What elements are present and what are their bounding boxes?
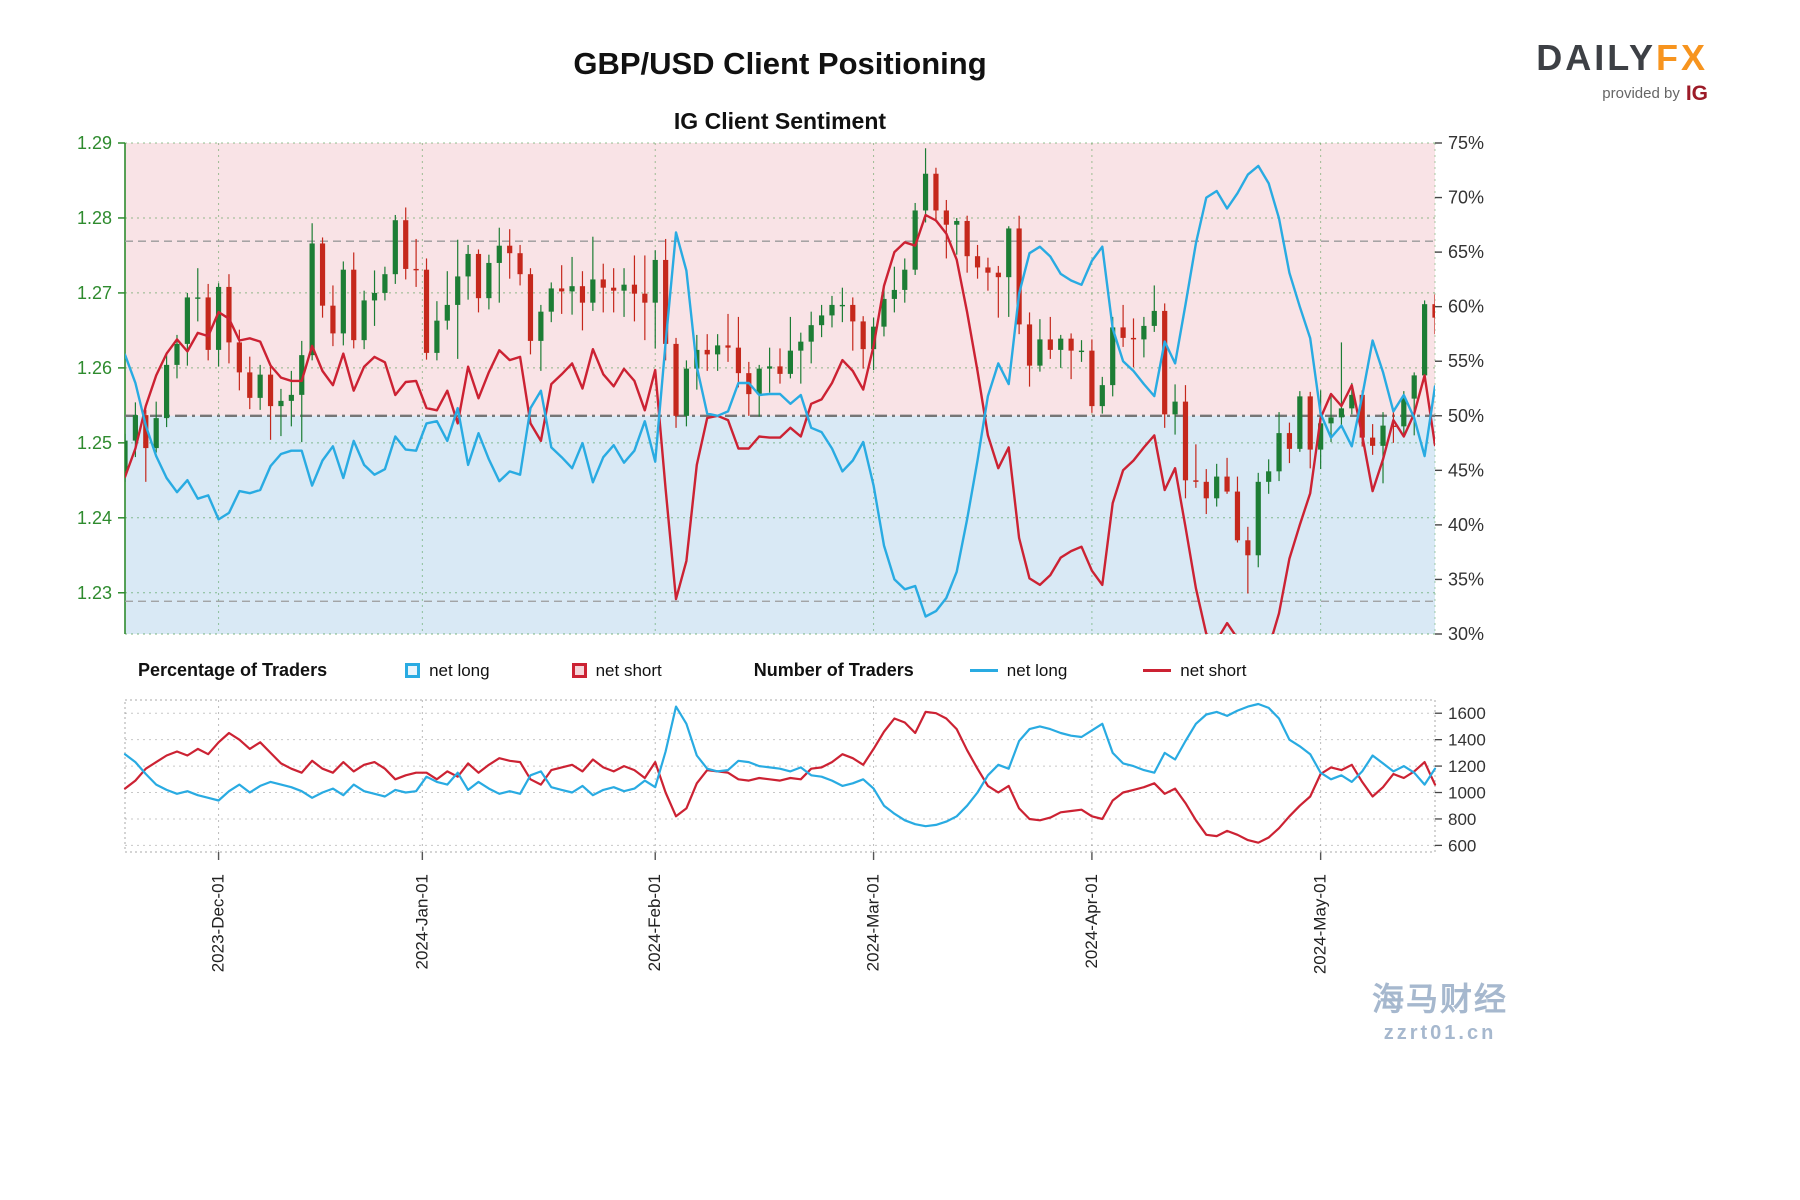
svg-text:35%: 35% [1448, 569, 1484, 589]
page-title: GBP/USD Client Positioning [573, 46, 987, 81]
net-short-traders-line [123, 710, 1437, 844]
dailyfx-wordmark: DAILYFX [1536, 40, 1708, 76]
svg-text:1.26: 1.26 [77, 358, 112, 378]
svg-text:1.24: 1.24 [77, 508, 112, 528]
svg-text:600: 600 [1448, 836, 1476, 855]
svg-text:2024-Apr-01: 2024-Apr-01 [1082, 874, 1101, 969]
legend-percentage-title: Percentage of Traders [138, 660, 328, 680]
svg-text:1.25: 1.25 [77, 433, 112, 453]
provided-by-text: provided by [1602, 85, 1680, 102]
price-candles-series [125, 148, 1435, 594]
legend-num-net-short: net short [1143, 661, 1246, 681]
logo-daily-text: DAILY [1536, 37, 1656, 78]
svg-text:50%: 50% [1448, 406, 1484, 426]
net-short-label: net short [1180, 660, 1247, 680]
bearish-zone-bg [125, 415, 1435, 634]
chart-subtitle: IG Client Sentiment [673, 108, 887, 134]
svg-text:30%: 30% [1448, 624, 1484, 644]
svg-text:1600: 1600 [1448, 704, 1486, 723]
ig-logo: IG [1685, 82, 1708, 105]
svg-text:2024-May-01: 2024-May-01 [1311, 874, 1330, 974]
legend-number-title: Number of Traders [753, 660, 914, 680]
svg-text:1.28: 1.28 [77, 208, 112, 228]
month-gridlines-and-labels: 2023-Dec-01 2024-Jan-01 2024-Feb-01 2024-Ma… [209, 143, 1330, 974]
net-long-square-swatch [405, 663, 421, 678]
net-long-pct-line [125, 164, 1435, 618]
svg-text:70%: 70% [1448, 188, 1484, 208]
svg-text:2024-Jan-01: 2024-Jan-01 [412, 874, 431, 969]
legend-num-net-long: net long [969, 660, 1068, 681]
svg-text:40%: 40% [1448, 515, 1484, 535]
traders-panel: 600 800 1000 1200 1400 1600 [123, 699, 1486, 855]
legend: Percentage of Traders net long net short… [138, 660, 1246, 681]
svg-text:1.29: 1.29 [77, 133, 112, 153]
svg-text:2023-Dec-01: 2023-Dec-01 [209, 874, 228, 972]
svg-text:1000: 1000 [1448, 784, 1486, 803]
provided-by-row: provided by IG [1536, 82, 1708, 106]
svg-text:2024-Feb-01: 2024-Feb-01 [645, 874, 664, 971]
svg-text:45%: 45% [1448, 460, 1484, 480]
net-long-traders-line [123, 702, 1437, 828]
legend-pct-net-short: net short [571, 660, 662, 681]
svg-text:1400: 1400 [1448, 731, 1486, 750]
net-long-line-swatch [969, 669, 998, 672]
net-short-line-swatch [1143, 669, 1172, 672]
net-long-label: net long [1006, 660, 1068, 680]
main-plot [125, 148, 1435, 634]
svg-text:1200: 1200 [1448, 757, 1486, 776]
svg-text:2024-Mar-01: 2024-Mar-01 [864, 874, 883, 971]
svg-text:75%: 75% [1448, 133, 1484, 153]
net-short-square-swatch [571, 663, 587, 678]
svg-text:65%: 65% [1448, 242, 1484, 262]
net-long-label: net long [429, 660, 490, 680]
watermark: 海马财经 zzrt01.cn [1350, 974, 1530, 1045]
legend-pct-net-long: net long [405, 661, 490, 681]
svg-text:800: 800 [1448, 810, 1476, 829]
dailyfx-logo: DAILYFX provided by IG [1536, 40, 1708, 106]
net-short-label: net short [595, 660, 662, 680]
svg-text:55%: 55% [1448, 351, 1484, 371]
watermark-line2: zzrt01.cn [1383, 1022, 1497, 1044]
logo-fx-text: FX [1655, 37, 1708, 78]
svg-text:60%: 60% [1448, 297, 1484, 317]
percent-axis: 30% 35% 40% 45% 50% 55% 60% 65% 70% 75% [1435, 133, 1484, 644]
svg-text:1.27: 1.27 [77, 283, 112, 303]
svg-text:1.23: 1.23 [77, 583, 112, 603]
watermark-line1: 海马财经 [1371, 981, 1508, 1017]
net-short-pct-line [125, 213, 1435, 634]
